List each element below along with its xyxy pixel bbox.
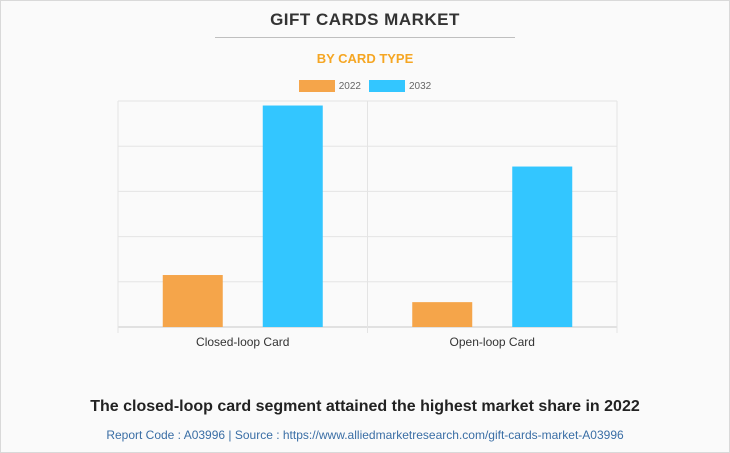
legend-item-2022: 2022 <box>298 80 361 92</box>
legend-swatch-2022 <box>298 80 335 92</box>
chart-title: GIFT CARDS MARKET <box>270 10 460 29</box>
legend-label-2022: 2022 <box>338 80 361 92</box>
chart-subtitle: BY CARD TYPE <box>316 51 414 66</box>
bar-2022-closed-loop <box>162 275 223 327</box>
legend-item-2032: 2032 <box>369 80 431 92</box>
bar-2032-closed-loop <box>262 105 323 328</box>
x-tick-label: Open-loop Card <box>450 335 535 349</box>
source-line: Report Code : A03996 | Source : https://… <box>106 428 624 442</box>
legend: 2022 2032 <box>0 80 730 92</box>
legend-label-2032: 2032 <box>409 80 432 92</box>
bar-2032-open-loop <box>512 166 573 327</box>
title-divider <box>215 37 515 38</box>
bars <box>162 105 573 328</box>
bar-2022-open-loop <box>412 302 473 327</box>
x-tick-label: Closed-loop Card <box>196 335 289 349</box>
legend-swatch-2032 <box>369 80 405 92</box>
chart-caption: The closed-loop card segment attained th… <box>90 398 640 415</box>
x-axis: Closed-loop Card Open-loop Card <box>196 335 535 349</box>
